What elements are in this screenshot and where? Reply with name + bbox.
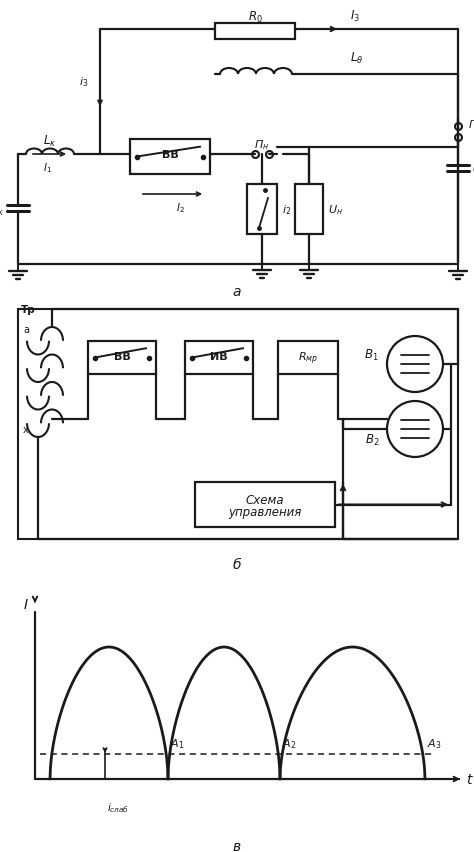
Text: а: а bbox=[233, 285, 241, 299]
Text: $П_н$: $П_н$ bbox=[255, 138, 270, 152]
Text: $R_0$: $R_0$ bbox=[247, 9, 263, 25]
Text: $U_н$: $U_н$ bbox=[328, 203, 343, 216]
Text: б: б bbox=[233, 557, 241, 572]
Text: $I_3$: $I_3$ bbox=[350, 9, 360, 24]
Text: $A_1$: $A_1$ bbox=[170, 736, 184, 750]
Text: $L_\theta$: $L_\theta$ bbox=[350, 50, 363, 66]
Text: $C_\theta$: $C_\theta$ bbox=[472, 162, 474, 177]
Text: х: х bbox=[23, 424, 29, 435]
Text: $C_\kappa$: $C_\kappa$ bbox=[0, 202, 4, 217]
Text: I: I bbox=[24, 597, 28, 611]
Bar bbox=[88, 342, 156, 375]
Text: $i_2$: $i_2$ bbox=[282, 203, 291, 216]
Text: $I_1$: $I_1$ bbox=[44, 161, 53, 175]
Text: $A_3$: $A_3$ bbox=[427, 736, 441, 750]
Bar bbox=[18, 309, 458, 539]
Bar bbox=[295, 185, 323, 234]
Text: $I_2$: $I_2$ bbox=[175, 201, 184, 215]
Text: в: в bbox=[233, 839, 241, 852]
Text: $П_в$: $П_в$ bbox=[468, 118, 474, 132]
Text: t: t bbox=[466, 772, 472, 786]
Text: управления: управления bbox=[228, 505, 301, 518]
Bar bbox=[247, 185, 277, 234]
Text: $B_1$: $B_1$ bbox=[365, 347, 379, 362]
Bar bbox=[185, 342, 253, 375]
Text: ИВ: ИВ bbox=[210, 351, 228, 361]
Text: а: а bbox=[23, 325, 29, 335]
Text: $i_{слаб}$: $i_{слаб}$ bbox=[107, 800, 129, 814]
Bar bbox=[195, 482, 335, 527]
Bar bbox=[130, 140, 210, 175]
Bar bbox=[278, 342, 338, 375]
Text: $R_{мр}$: $R_{мр}$ bbox=[298, 350, 318, 366]
Text: ВВ: ВВ bbox=[162, 150, 178, 160]
Text: Схема: Схема bbox=[246, 493, 284, 506]
Bar bbox=[215, 24, 295, 40]
Text: Тр: Тр bbox=[21, 305, 36, 314]
Text: $i_3$: $i_3$ bbox=[79, 75, 88, 89]
Text: $A_2$: $A_2$ bbox=[282, 736, 296, 750]
Text: ВВ: ВВ bbox=[114, 351, 130, 361]
Text: $B_2$: $B_2$ bbox=[365, 432, 379, 447]
Text: $L_\kappa$: $L_\kappa$ bbox=[43, 133, 57, 148]
